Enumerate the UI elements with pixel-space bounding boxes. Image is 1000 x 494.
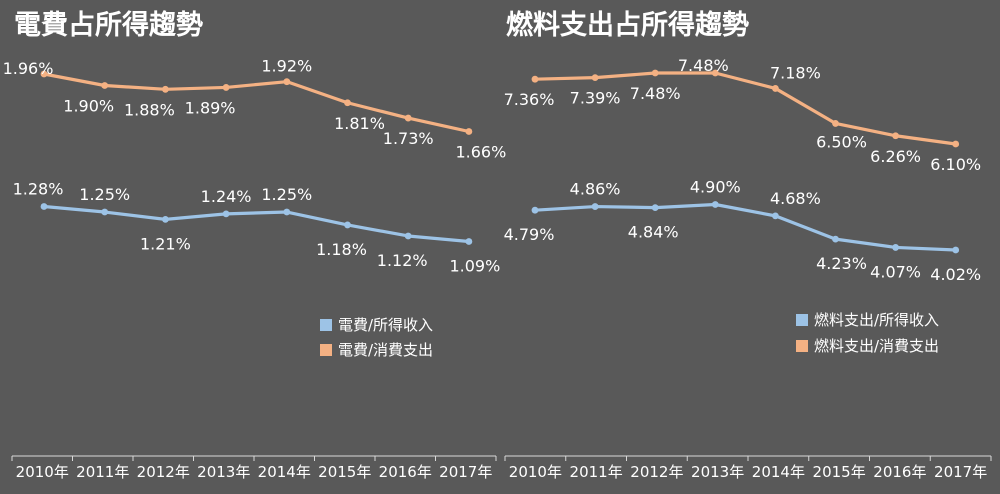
x-tick-label: 2010年 xyxy=(16,463,69,481)
series-line xyxy=(534,71,956,146)
x-tick-label: 2015年 xyxy=(318,463,371,481)
data-point xyxy=(465,238,473,245)
data-label: 7.48% xyxy=(678,56,729,75)
data-label: 1.89% xyxy=(185,98,236,117)
x-tick-label: 2012年 xyxy=(630,463,683,481)
data-label: 4.84% xyxy=(628,223,679,242)
x-tick-label: 2011年 xyxy=(76,463,129,481)
x-tick-label: 2017年 xyxy=(439,463,492,481)
data-point xyxy=(591,203,599,210)
data-label: 1.90% xyxy=(63,97,114,116)
data-point xyxy=(772,85,779,92)
legend-label: 電費/消費支出 xyxy=(338,341,433,359)
legend-label: 電費/所得收入 xyxy=(338,316,433,334)
data-point xyxy=(892,132,899,140)
data-label: 1.92% xyxy=(261,57,312,76)
data-label: 7.36% xyxy=(504,90,555,109)
legend-swatch xyxy=(796,340,808,352)
data-label: 4.86% xyxy=(570,180,621,199)
fuel-chart: 燃料支出占所得趨勢 4.79% 4.86% 4.84% 4.90% 4.68% 4.23%… xyxy=(504,9,992,481)
data-point xyxy=(591,74,599,82)
data-label: 1.25% xyxy=(79,185,130,204)
x-tick-label: 2014年 xyxy=(752,463,805,481)
legend-swatch xyxy=(796,314,808,326)
data-label: 1.66% xyxy=(455,143,506,162)
legend-swatch xyxy=(320,344,332,356)
data-point xyxy=(162,215,169,223)
data-point xyxy=(101,208,109,216)
legend-label: 燃料支出/所得收入 xyxy=(814,311,939,329)
x-tick-label: 2016年 xyxy=(379,463,432,481)
data-label: 6.50% xyxy=(816,132,867,151)
data-point xyxy=(162,85,169,93)
series-line xyxy=(43,204,470,244)
chart-title: 燃料支出占所得趨勢 xyxy=(506,9,749,41)
data-label: 1.12% xyxy=(377,251,428,270)
x-tick-label: 2015年 xyxy=(813,463,866,481)
data-label: 4.79% xyxy=(504,225,555,244)
series-line xyxy=(43,72,470,134)
data-label: 1.18% xyxy=(316,240,367,259)
data-point xyxy=(892,244,899,251)
data-point xyxy=(711,201,719,208)
x-tick-label: 2014年 xyxy=(258,463,311,481)
data-label: 4.02% xyxy=(930,265,981,284)
data-point xyxy=(651,204,659,212)
data-label: 7.39% xyxy=(570,89,621,108)
data-point xyxy=(531,75,539,83)
data-label: 6.10% xyxy=(930,155,981,174)
x-tick-label: 2016年 xyxy=(873,463,926,481)
x-tick-label: 2013年 xyxy=(691,463,744,481)
chart-title: 電費占所得趨勢 xyxy=(14,9,203,41)
data-point xyxy=(832,120,839,127)
data-point xyxy=(40,70,48,78)
data-point xyxy=(222,210,230,218)
data-label: 1.96% xyxy=(3,59,54,78)
data-label: 4.23% xyxy=(816,254,867,273)
legend-swatch xyxy=(320,319,332,331)
data-label: 6.26% xyxy=(870,147,921,166)
data-label: 1.25% xyxy=(261,185,312,204)
x-tick-label: 2012年 xyxy=(137,463,190,481)
data-label: 1.88% xyxy=(124,100,175,119)
data-point xyxy=(283,78,291,86)
x-tick-label: 2010年 xyxy=(509,463,562,481)
data-point xyxy=(283,208,291,216)
x-tick-label: 2017年 xyxy=(934,463,987,481)
data-point xyxy=(531,206,539,214)
series-line xyxy=(534,202,956,252)
data-label: 4.07% xyxy=(870,262,921,281)
data-point xyxy=(711,69,719,77)
data-point xyxy=(952,246,960,254)
data-label: 1.21% xyxy=(140,234,191,253)
data-point xyxy=(222,84,230,91)
data-label: 7.18% xyxy=(770,63,821,82)
data-point xyxy=(772,212,779,220)
data-point xyxy=(344,221,351,229)
data-point xyxy=(404,114,412,122)
data-label: 7.48% xyxy=(630,84,681,103)
data-point xyxy=(651,69,659,77)
electricity-chart: 電費占所得趨勢 1.28% 1.25% 1.21% 1.24% 1.25% 1.18% 1.… xyxy=(3,9,507,481)
data-point xyxy=(952,140,960,148)
data-point xyxy=(465,128,473,135)
data-point xyxy=(344,99,351,107)
data-label: 1.24% xyxy=(201,187,252,206)
legend-label: 燃料支出/消費支出 xyxy=(814,337,939,355)
data-point xyxy=(832,235,839,243)
data-label: 1.28% xyxy=(13,180,64,199)
data-label: 1.73% xyxy=(383,129,434,148)
data-label: 4.68% xyxy=(770,189,821,208)
data-label: 1.09% xyxy=(449,257,500,276)
data-label: 1.81% xyxy=(334,114,385,133)
x-tick-label: 2013年 xyxy=(197,463,250,481)
x-tick-label: 2011年 xyxy=(570,463,623,481)
data-point xyxy=(40,203,48,210)
data-label: 4.90% xyxy=(690,178,741,197)
data-point xyxy=(404,232,412,240)
data-point xyxy=(101,82,109,89)
